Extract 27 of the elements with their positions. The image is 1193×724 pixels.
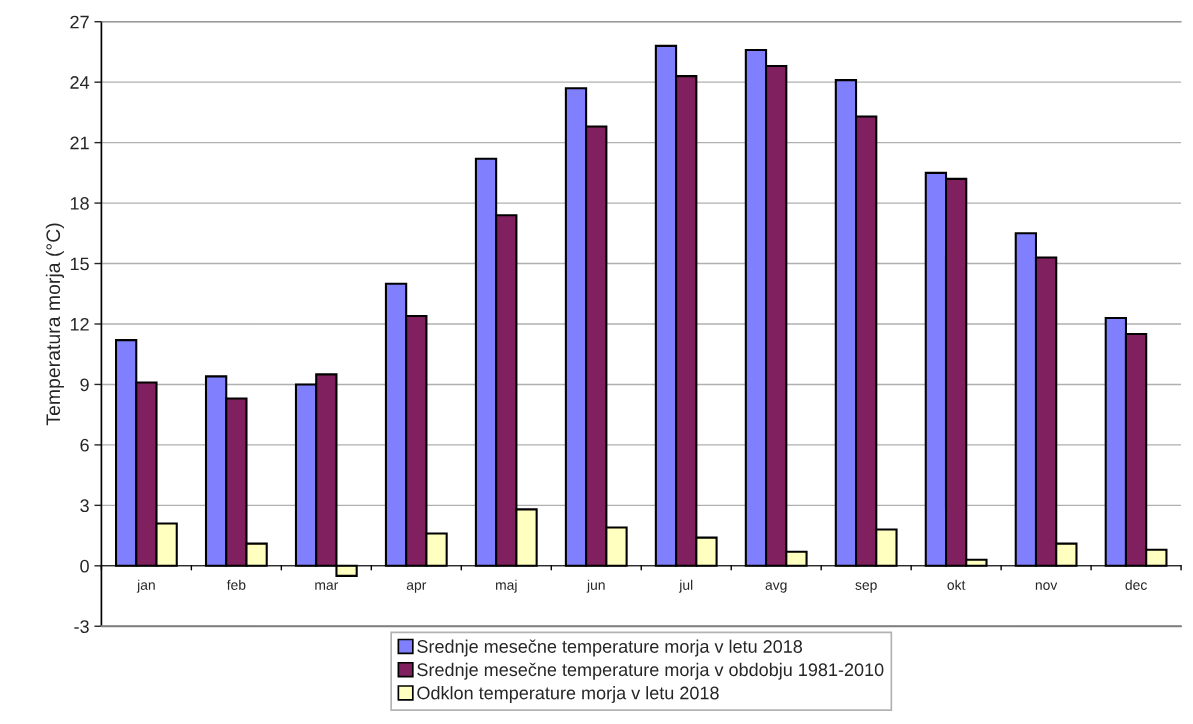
y-tick-label: 3 xyxy=(80,499,89,513)
y-tick-label: 12 xyxy=(70,317,89,331)
y-tick-label: 21 xyxy=(70,136,89,150)
y-axis-title: Temperatura morja (°C) xyxy=(45,223,64,426)
y-tick-label: 15 xyxy=(70,257,89,271)
x-tick-label: maj xyxy=(496,579,517,593)
y-tick-label: -3 xyxy=(74,620,89,633)
legend-label: Odklon temperature morja v letu 2018 xyxy=(417,686,719,703)
x-tick-label: jul xyxy=(678,579,693,593)
x-tick-label: mar xyxy=(315,582,339,590)
legend-label: Srednje mesečne temperature morja v obdobju 1981-2010 xyxy=(417,662,884,680)
y-tick-label: 24 xyxy=(70,76,90,89)
x-tick-label: feb xyxy=(226,579,246,590)
y-tick-label: 9 xyxy=(80,378,89,392)
x-tick-label: apr xyxy=(406,582,427,593)
x-tick-label: okt xyxy=(947,579,966,590)
x-tick-label: sep xyxy=(855,582,877,593)
x-tick-label: dec xyxy=(1125,579,1147,590)
y-tick-label: 27 xyxy=(70,15,89,29)
y-tick-label: 6 xyxy=(80,438,89,452)
x-tick-label: nov xyxy=(1035,582,1058,590)
x-tick-label: avg xyxy=(765,582,787,593)
y-tick-label: 18 xyxy=(70,197,89,210)
x-tick-label: jan xyxy=(136,579,155,593)
legend-label: Srednje mesečne temperature morja v letu 2018 xyxy=(417,639,803,657)
y-tick-label: 0 xyxy=(80,559,89,573)
x-tick-label: jun xyxy=(586,579,605,593)
